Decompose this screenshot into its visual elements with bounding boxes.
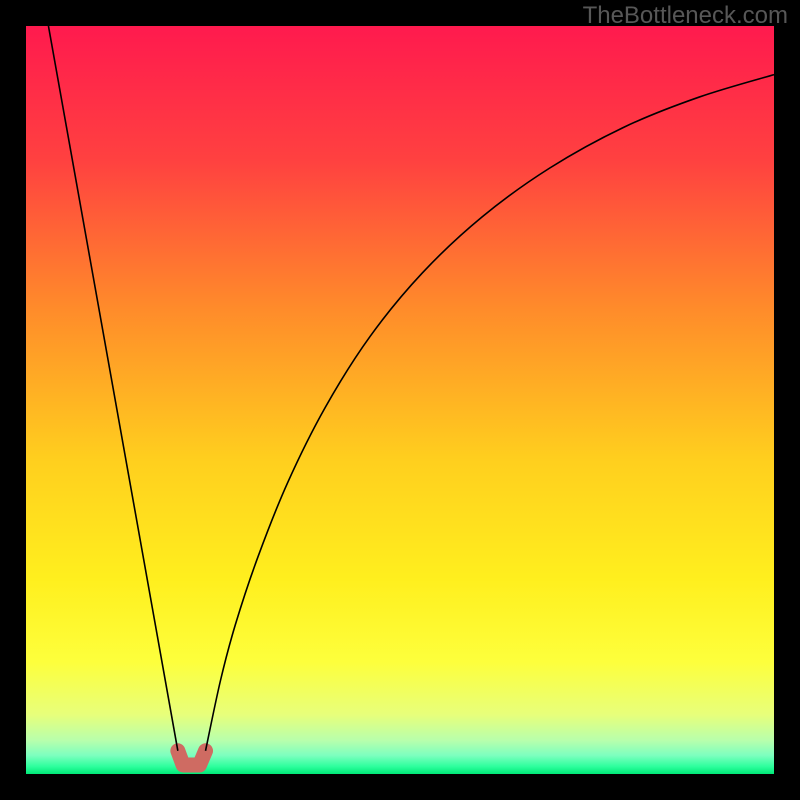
plot-area	[26, 26, 774, 774]
chart-root: TheBottleneck.com	[0, 0, 800, 800]
curves-layer	[26, 26, 774, 774]
curve-right-branch	[206, 75, 774, 751]
curve-left-branch	[48, 26, 177, 751]
bottom-marker	[178, 751, 206, 765]
